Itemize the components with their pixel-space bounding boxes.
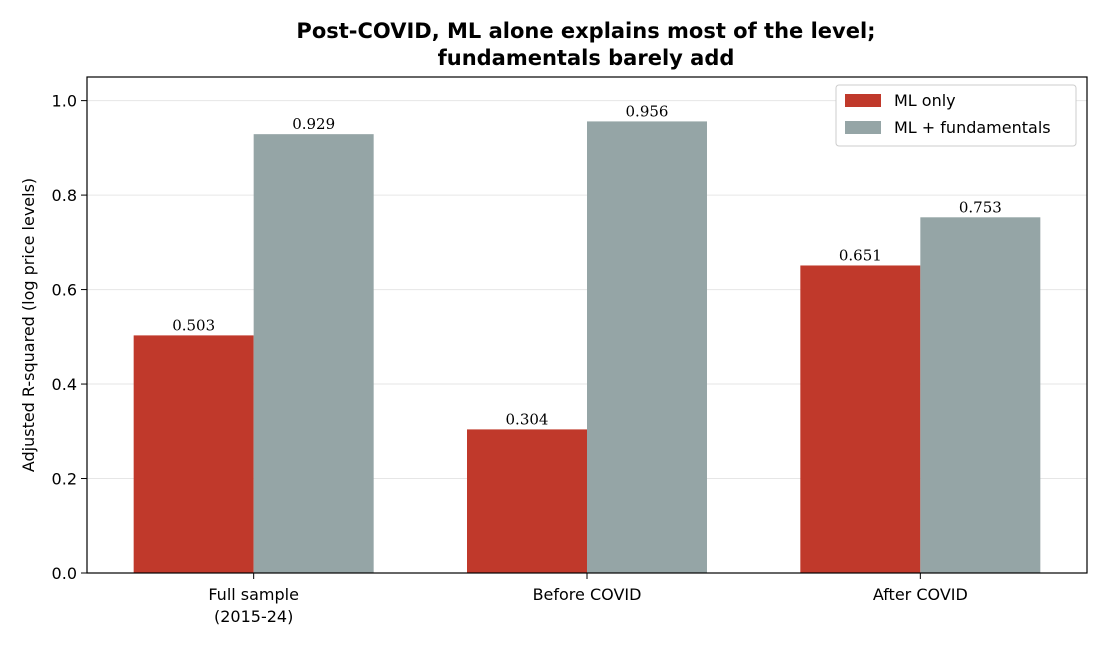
- y-axis: 0.0 0.2 0.4 0.6 0.8 1.0: [52, 92, 87, 583]
- legend-swatch: [845, 94, 881, 107]
- x-tick-label: Full sample (2015-24): [208, 585, 299, 626]
- bars: [133, 121, 1041, 574]
- legend-swatch: [845, 121, 881, 134]
- bar-value-label: 0.753: [959, 198, 1002, 216]
- bar: [800, 265, 921, 573]
- x-tick-label: After COVID: [873, 585, 968, 604]
- y-tick-label: 0.6: [52, 281, 77, 300]
- legend-box: [835, 84, 1077, 147]
- y-tick-label: 0.0: [52, 564, 77, 583]
- legend-label: ML + fundamentals: [894, 118, 1051, 137]
- y-tick-label: 0.4: [52, 375, 77, 394]
- x-axis: Full sample (2015-24) Before COVID After CO…: [208, 573, 968, 626]
- y-tick-label: 0.2: [52, 470, 77, 489]
- legend: ML only ML + fundamentals: [835, 84, 1077, 147]
- legend-label: ML only: [894, 91, 956, 110]
- bar-value-label: 0.651: [839, 246, 882, 264]
- y-tick-label: 1.0: [52, 92, 77, 111]
- bar-value-label: 0.929: [292, 115, 335, 133]
- chart-title-line-1: Post-COVID, ML alone explains most of th…: [296, 19, 875, 43]
- y-axis-label: Adjusted R-squared (log price levels): [19, 178, 38, 472]
- bar: [133, 335, 254, 573]
- y-tick-label: 0.8: [52, 186, 77, 205]
- x-tick-label: Before COVID: [533, 585, 642, 604]
- chart-title: Post-COVID, ML alone explains most of th…: [296, 19, 875, 70]
- bar: [587, 121, 707, 573]
- bar: [467, 429, 587, 573]
- bar-value-label: 0.503: [172, 316, 215, 334]
- bar: [253, 134, 374, 574]
- bar-value-label: 0.304: [506, 410, 549, 428]
- data-labels: 0.503 0.929 0.304 0.956 0.651 0.753: [172, 102, 1002, 428]
- bar: [920, 217, 1041, 573]
- bar-value-label: 0.956: [626, 102, 669, 120]
- chart-title-line-2: fundamentals barely add: [438, 46, 735, 70]
